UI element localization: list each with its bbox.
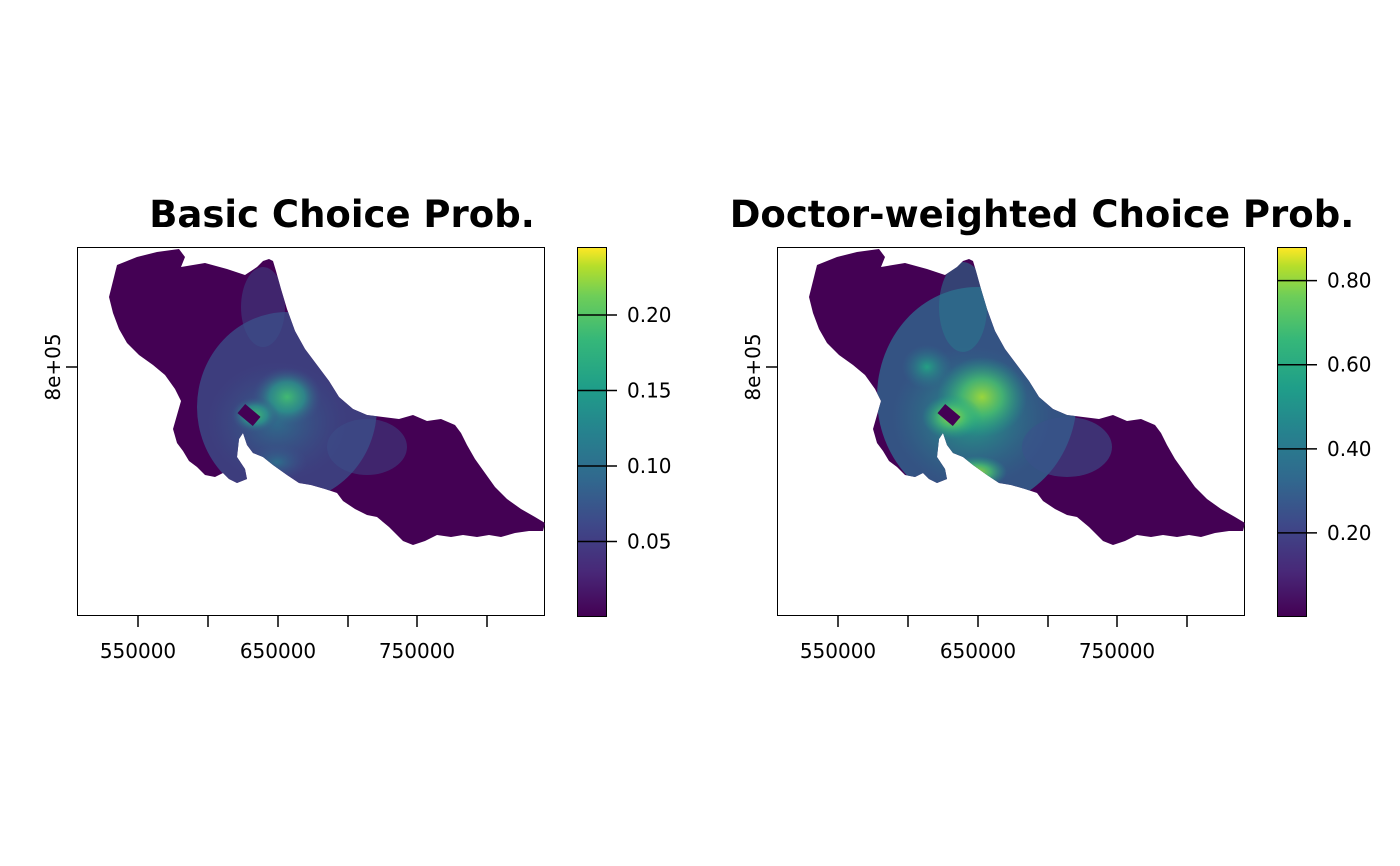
legend-tick-label: 0.20 <box>627 303 672 327</box>
legend-tick-label: 0.20 <box>1327 521 1372 545</box>
map-panel-basic: Basic Choice Prob. <box>41 193 672 663</box>
map-panel-doctor-weighted: Doctor-weighted Choice Prob. <box>700 0 1400 866</box>
x-tick-label: 750000 <box>1079 639 1155 663</box>
legend-axis: 0.20 0.40 0.60 0.80 <box>1277 269 1372 545</box>
x-tick-label: 650000 <box>940 639 1016 663</box>
y-tick-label: 8e+05 <box>41 333 65 400</box>
region-map <box>109 249 545 545</box>
y-axis: 8e+05 <box>41 333 77 401</box>
axes: 550000 650000 750000 8e+05 <box>41 333 488 663</box>
x-axis: 550000 650000 750000 <box>100 616 488 663</box>
legend-axis: 0.05 0.10 0.15 0.20 <box>577 303 672 553</box>
x-tick-label: 650000 <box>240 639 316 663</box>
color-legend-bar <box>577 247 607 617</box>
x-axis: 550000 650000 750000 <box>800 616 1188 663</box>
color-legend-bar <box>1277 247 1307 617</box>
x-tick-label: 550000 <box>800 639 876 663</box>
legend-tick-label: 0.05 <box>627 529 672 553</box>
x-tick-label: 750000 <box>379 639 455 663</box>
legend-tick-label: 0.40 <box>1327 437 1372 461</box>
axes: 550000 650000 750000 8e+05 <box>741 333 1188 663</box>
y-axis: 8e+05 <box>741 333 777 401</box>
region-map <box>809 249 1245 545</box>
panel-title: Basic Choice Prob. <box>149 193 535 236</box>
legend-tick-label: 0.80 <box>1327 269 1372 293</box>
legend-tick-label: 0.10 <box>627 454 672 478</box>
legend-tick-label: 0.60 <box>1327 353 1372 377</box>
y-tick-label: 8e+05 <box>741 333 765 400</box>
legend-tick-label: 0.15 <box>627 378 672 402</box>
x-tick-label: 550000 <box>100 639 176 663</box>
panel-title: Doctor-weighted Choice Prob. <box>729 193 1355 236</box>
